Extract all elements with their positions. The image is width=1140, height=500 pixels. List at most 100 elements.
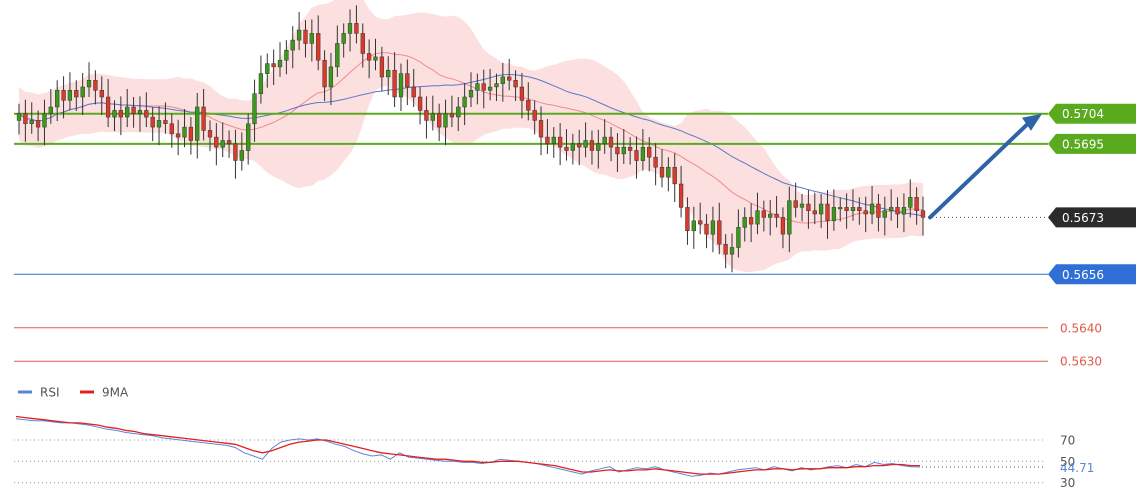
candle-body [386, 69, 391, 78]
candle-body [691, 220, 696, 232]
candle-body [627, 146, 633, 151]
candle-body [869, 203, 875, 215]
candle-body [462, 96, 467, 108]
resistance-1-tag [1048, 133, 1136, 154]
candle-body [710, 220, 716, 235]
candle-body [831, 207, 837, 222]
level-tags: 0.5704 0.5695 0.5673 0.5656 0.5640 0.5630 [1048, 103, 1136, 369]
pivot-tag [1048, 264, 1136, 285]
candle-body [889, 207, 894, 211]
candle-body [195, 106, 200, 141]
candle-body [137, 110, 143, 114]
candle-body [144, 110, 149, 118]
candle-body [793, 200, 798, 208]
candle-body [398, 73, 404, 98]
candle-body [182, 126, 187, 138]
candle-body [335, 43, 340, 68]
resistance-2-tag [1048, 103, 1136, 124]
candle-body [589, 140, 595, 151]
candle-body [545, 136, 550, 145]
candle-body [564, 146, 569, 151]
candle-body [29, 120, 34, 124]
candle-body [309, 33, 314, 44]
candle-body [838, 207, 843, 210]
candle-body [252, 93, 257, 125]
support-2-label: 0.5630 [1060, 355, 1102, 369]
candle-body [131, 106, 136, 114]
rsi-tick-70: 70 [1060, 434, 1075, 448]
band-area [19, 0, 923, 273]
candle-body [774, 213, 779, 218]
pivot-label: 0.5656 [1062, 268, 1104, 282]
candle-body [188, 126, 194, 141]
candle-body [577, 143, 582, 148]
candle-body [844, 207, 849, 211]
candle-body [908, 197, 913, 208]
candle-body [850, 207, 856, 211]
candle-body [583, 140, 588, 148]
candle-body [717, 220, 722, 245]
candle-body [271, 63, 276, 68]
current-price-label: 0.5673 [1062, 211, 1104, 225]
candle-body [736, 227, 741, 248]
candle-body [659, 166, 665, 178]
candle-body [557, 136, 563, 148]
candle-body [647, 146, 652, 158]
candle-body [277, 59, 283, 68]
rsi-tick-30: 30 [1060, 476, 1075, 490]
candle-body [449, 113, 455, 118]
candle-body [341, 33, 346, 44]
candle-body [532, 110, 537, 121]
candle-body [226, 140, 232, 145]
candle-body [608, 136, 614, 148]
candle-body [80, 86, 85, 98]
candle-body [596, 143, 601, 151]
candle-body [863, 210, 868, 215]
bollinger-band [19, 0, 923, 273]
candle-body [806, 203, 811, 211]
candle-body [201, 106, 206, 131]
candle-body [156, 120, 162, 128]
candle-body [360, 33, 365, 54]
candle-body [640, 146, 646, 161]
candle-body [74, 90, 79, 98]
candle-body [538, 120, 544, 138]
candle-body [621, 146, 626, 155]
candle-body [354, 23, 359, 34]
candle-body [443, 113, 448, 128]
candle-body [220, 140, 225, 148]
arrow-shaft [928, 119, 1032, 220]
candle-body [163, 120, 168, 124]
candle-body [35, 120, 41, 128]
candle-body [430, 113, 435, 121]
candle-body [55, 90, 60, 108]
candle-body [748, 217, 754, 225]
rsi-ma-line [15, 415, 920, 475]
candle-body [16, 113, 22, 121]
candle-body [895, 207, 900, 215]
resistance-2-label: 0.5704 [1062, 107, 1104, 121]
candle-body [500, 76, 505, 84]
candle-body [169, 123, 174, 135]
candle-body [761, 210, 766, 218]
candle-body [768, 213, 773, 218]
candle-body [322, 59, 327, 88]
rsi-current-value: 44.71 [1060, 461, 1094, 475]
candle-body [373, 56, 378, 61]
candle-body [67, 90, 73, 101]
legend-label-rsi: RSI [40, 386, 60, 400]
candle-body [857, 207, 862, 211]
candle-body [61, 90, 66, 101]
candle-body [284, 49, 289, 61]
candle-body [86, 80, 92, 88]
candle-body [258, 73, 264, 94]
candle-body [214, 136, 219, 148]
price-levels [14, 112, 1048, 362]
candle-body [424, 110, 429, 121]
candle-body [780, 217, 786, 235]
candle-body [787, 200, 792, 235]
candle-body [615, 146, 620, 155]
candle-body [551, 136, 556, 145]
